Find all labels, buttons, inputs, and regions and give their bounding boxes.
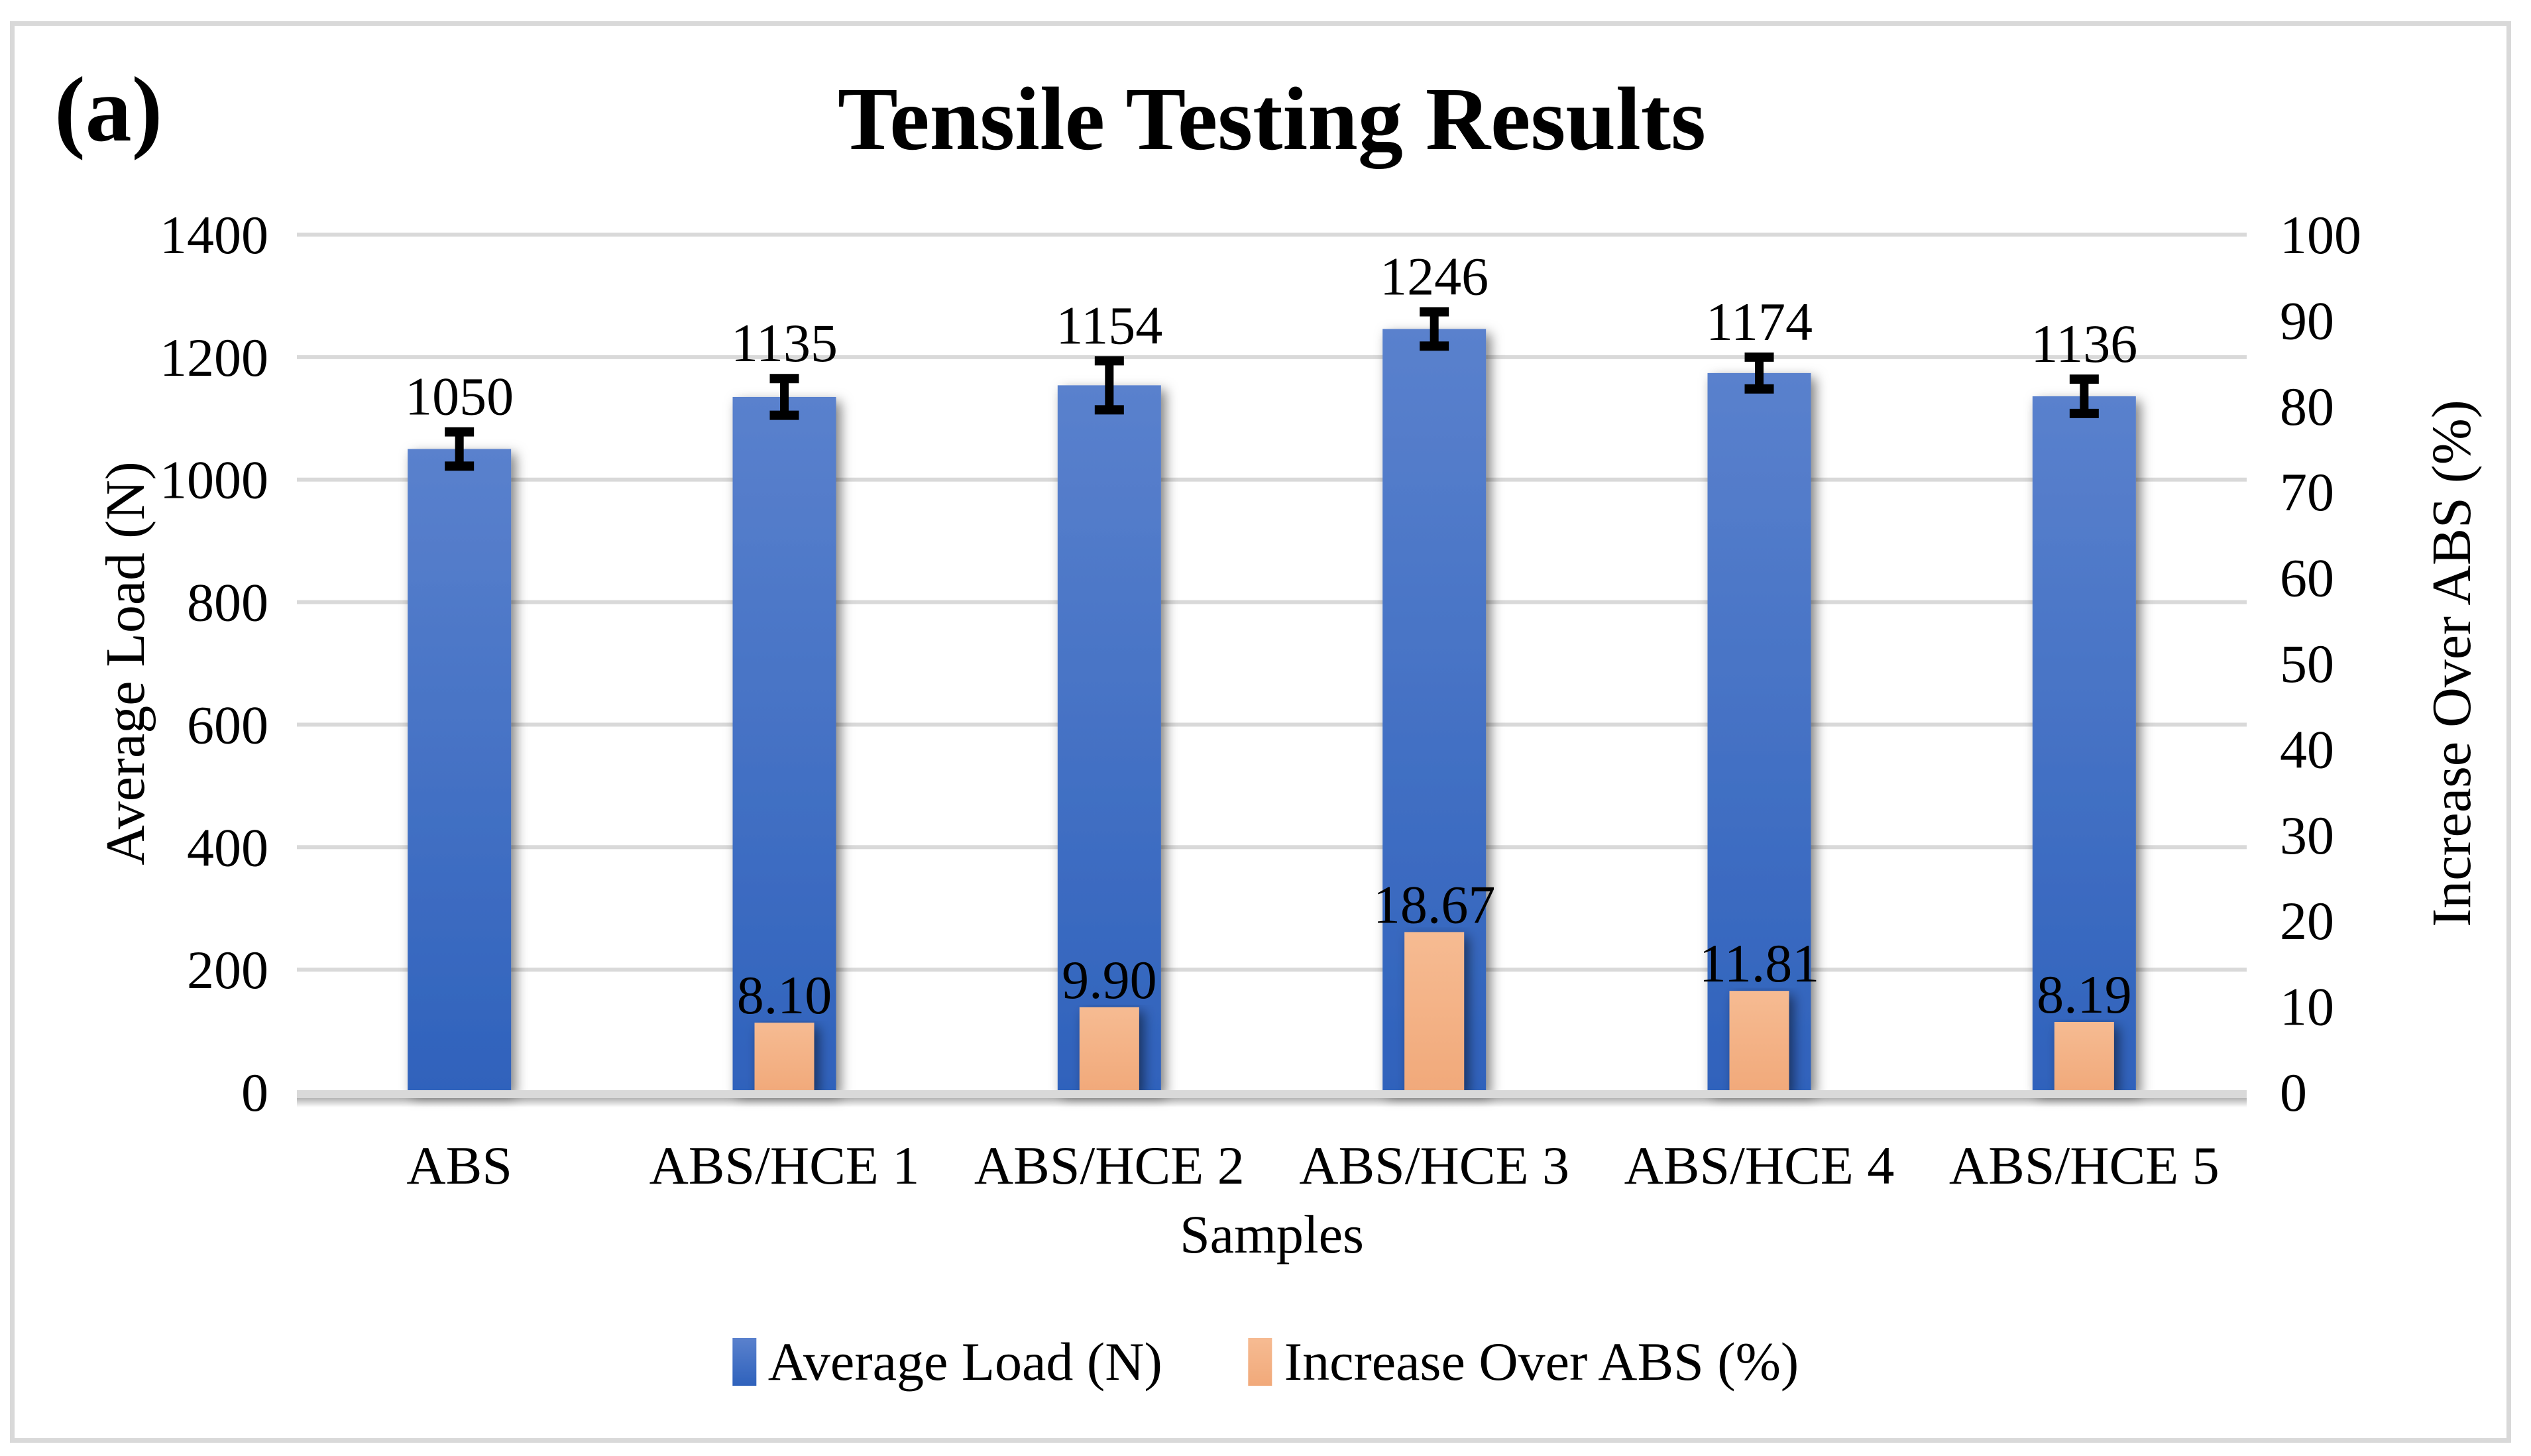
x-axis-line	[297, 1090, 2247, 1098]
tick-label-left-1: 200	[187, 940, 268, 1000]
tick-label-right-2: 20	[2280, 891, 2334, 951]
legend-swatch-increase	[1248, 1338, 1272, 1386]
gridline	[297, 600, 2247, 604]
data-label-increase-1: 8.10	[737, 965, 832, 1025]
tick-label-right-10: 100	[2280, 205, 2361, 265]
tick-label-right-7: 70	[2280, 462, 2334, 522]
bar-increase-5	[2054, 1022, 2114, 1092]
x-axis-title: Samples	[1180, 1204, 1364, 1264]
legend: Average Load (N) Increase Over ABS (%)	[732, 1331, 1799, 1393]
data-label-load-2: 1154	[1056, 295, 1162, 355]
bar-increase-4	[1729, 991, 1789, 1092]
data-label-load-5: 1136	[2031, 313, 2137, 374]
tick-label-left-3: 600	[187, 695, 268, 755]
bar-average-load-1	[732, 396, 836, 1092]
tick-label-left-7: 1400	[160, 205, 268, 265]
category-label-5: ABS/HCE 5	[1949, 1135, 2220, 1196]
data-label-load-4: 1174	[1706, 292, 1813, 352]
legend-item-average-load: Average Load (N)	[732, 1331, 1162, 1393]
tick-label-left-0: 0	[241, 1062, 268, 1123]
bar-average-load-5	[2032, 396, 2136, 1092]
legend-item-increase: Increase Over ABS (%)	[1248, 1331, 1799, 1393]
y-axis-title-right: Increase Over ABS (%)	[2421, 400, 2483, 927]
data-label-increase-4: 11.81	[1699, 933, 1819, 993]
bar-increase-1	[754, 1023, 815, 1092]
gridline	[297, 233, 2247, 237]
gridline	[297, 845, 2247, 850]
x-axis-shadow	[297, 1098, 2247, 1107]
data-label-increase-3: 18.67	[1373, 874, 1496, 934]
category-label-2: ABS/HCE 2	[974, 1135, 1245, 1196]
data-label-increase-5: 8.19	[2037, 964, 2132, 1025]
tick-label-right-1: 10	[2280, 977, 2334, 1037]
tick-label-right-8: 80	[2280, 376, 2334, 437]
bar-average-load-2	[1057, 385, 1161, 1092]
tick-label-left-5: 1000	[160, 450, 268, 510]
chart-title: Tensile Testing Results	[838, 70, 1706, 169]
tick-label-left-6: 1200	[160, 327, 268, 388]
bar-increase-2	[1079, 1007, 1139, 1092]
bar-average-load-4	[1707, 372, 1811, 1092]
data-label-load-3: 1246	[1380, 246, 1489, 306]
gridline	[297, 355, 2247, 359]
data-label-increase-2: 9.90	[1062, 950, 1157, 1010]
tick-label-right-5: 50	[2280, 634, 2334, 694]
gridline	[297, 968, 2247, 972]
gridline	[297, 722, 2247, 727]
tick-label-left-4: 800	[187, 573, 268, 633]
tick-label-right-4: 40	[2280, 719, 2334, 779]
legend-label-increase: Increase Over ABS (%)	[1284, 1331, 1799, 1392]
tick-label-right-6: 60	[2280, 548, 2334, 608]
category-label-0: ABS	[406, 1135, 512, 1196]
tick-label-right-0: 0	[2280, 1062, 2307, 1123]
category-label-4: ABS/HCE 4	[1624, 1135, 1895, 1196]
bar-increase-3	[1404, 932, 1465, 1092]
category-label-1: ABS/HCE 1	[649, 1135, 920, 1196]
data-label-load-1: 1135	[731, 313, 838, 373]
tick-label-right-3: 30	[2280, 805, 2334, 866]
y-axis-title-left: Average Load (N)	[95, 461, 156, 866]
gridline	[297, 477, 2247, 482]
category-label-3: ABS/HCE 3	[1299, 1135, 1569, 1196]
bar-average-load-0	[408, 449, 512, 1092]
legend-swatch-average-load	[732, 1338, 756, 1386]
panel-label: (a)	[54, 58, 163, 161]
legend-label-average-load: Average Load (N)	[767, 1331, 1162, 1392]
data-label-load-0: 1050	[405, 366, 514, 427]
tick-label-left-2: 400	[187, 817, 268, 877]
tick-label-right-9: 90	[2280, 290, 2334, 351]
